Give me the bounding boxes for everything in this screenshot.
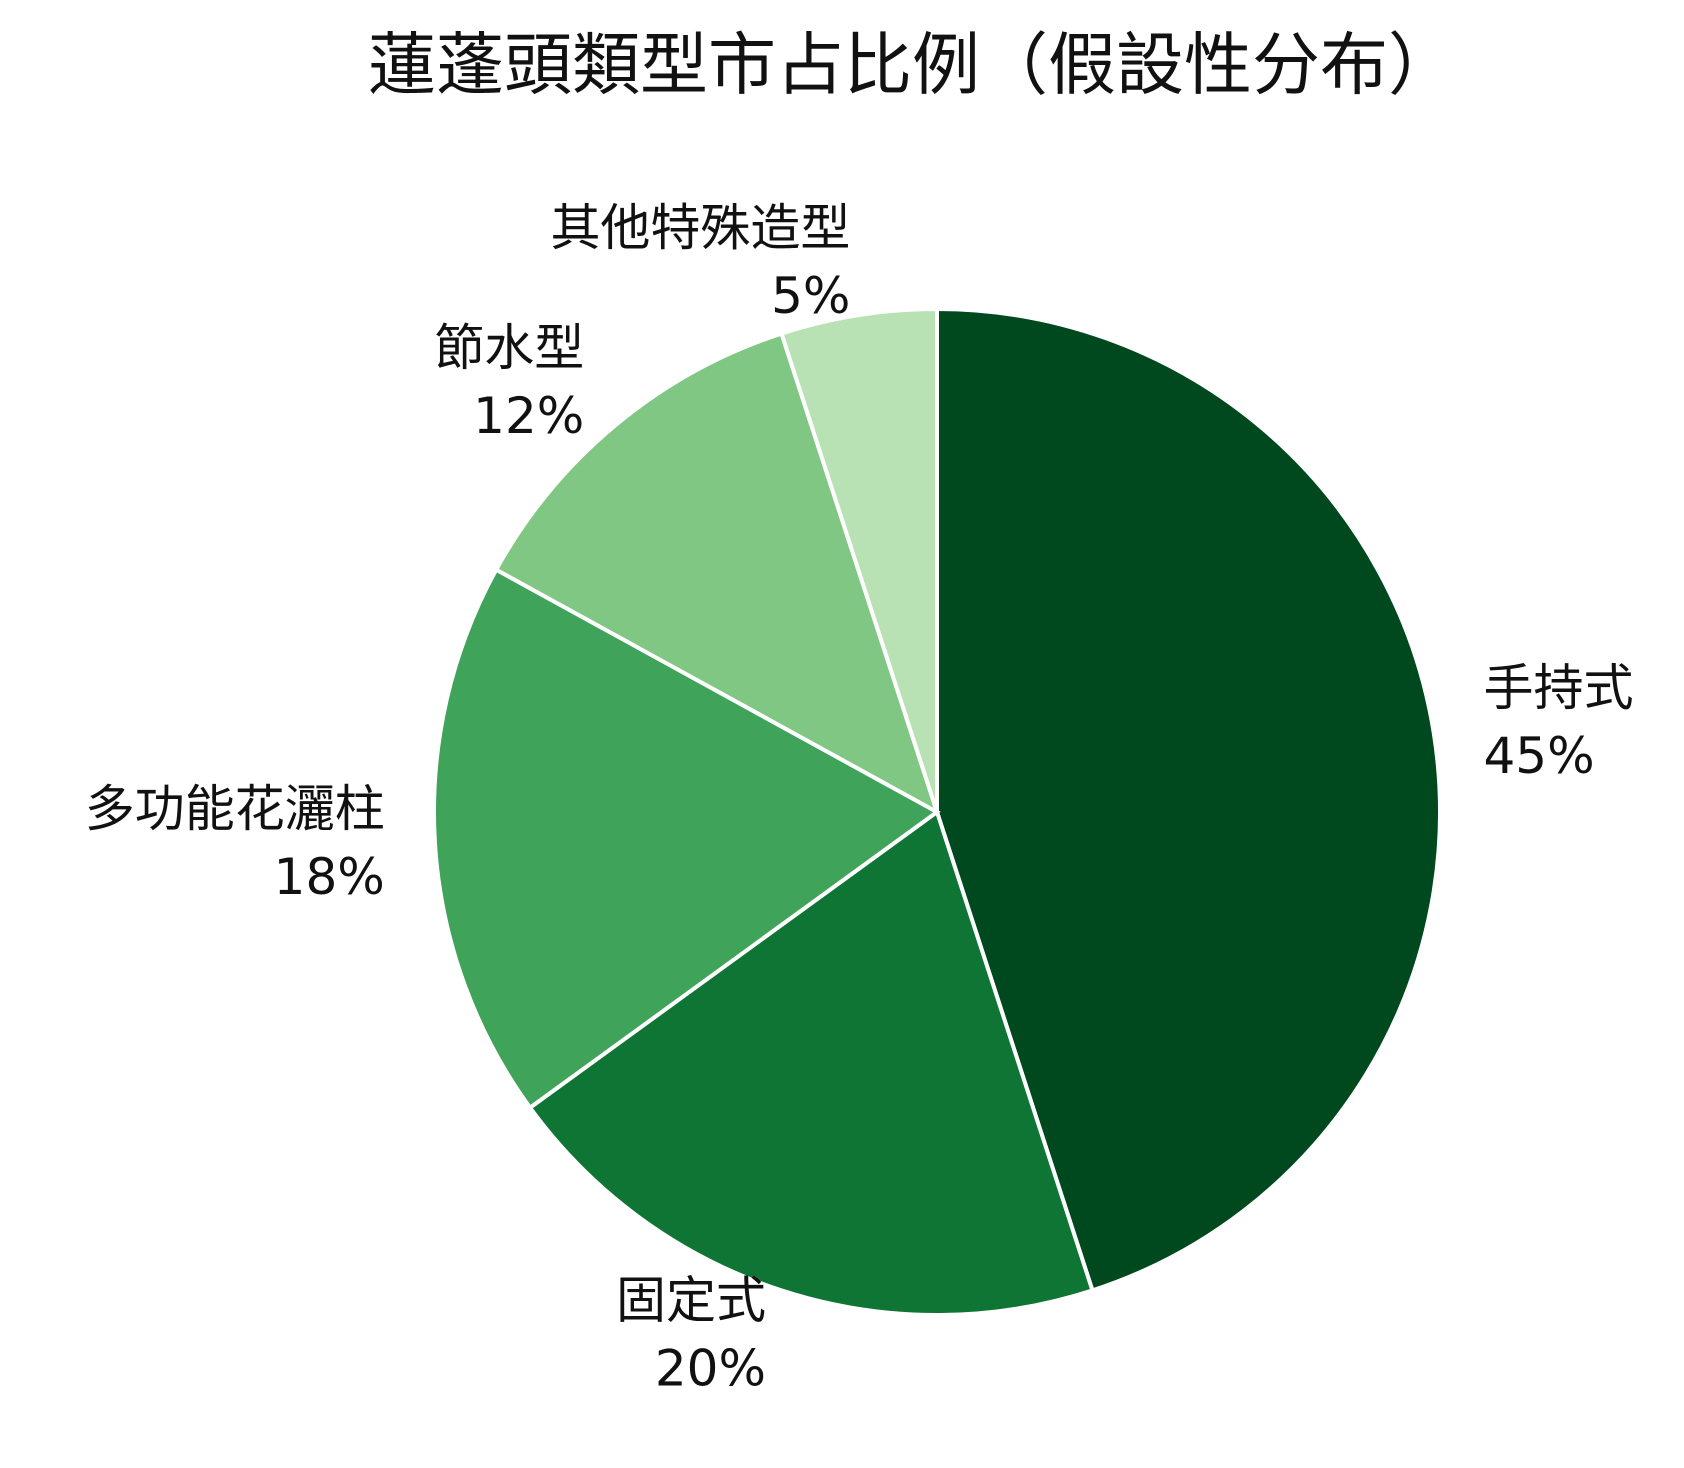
pie-slice — [935, 306, 1442, 1293]
slice-label: 固定式 — [616, 1272, 766, 1330]
slice-value-label: 18% — [274, 848, 385, 906]
pie-slice — [527, 808, 1095, 1317]
slice-label: 手持式 — [1483, 659, 1633, 717]
pie-slice — [779, 306, 939, 813]
pie-slice — [493, 331, 941, 817]
slice-value-label: 45% — [1483, 727, 1594, 785]
pie-slice — [432, 566, 941, 1111]
slice-label: 其他特殊造型 — [550, 199, 850, 257]
chart-title: 蓮蓬頭類型市占比例（假設性分布） — [368, 27, 1456, 106]
slice-value-label: 12% — [473, 387, 584, 445]
slice-label: 多功能花灑柱 — [85, 780, 385, 838]
slice-value-label: 20% — [655, 1340, 766, 1398]
slice-value-label: 5% — [771, 267, 850, 325]
slice-label: 節水型 — [434, 319, 584, 377]
